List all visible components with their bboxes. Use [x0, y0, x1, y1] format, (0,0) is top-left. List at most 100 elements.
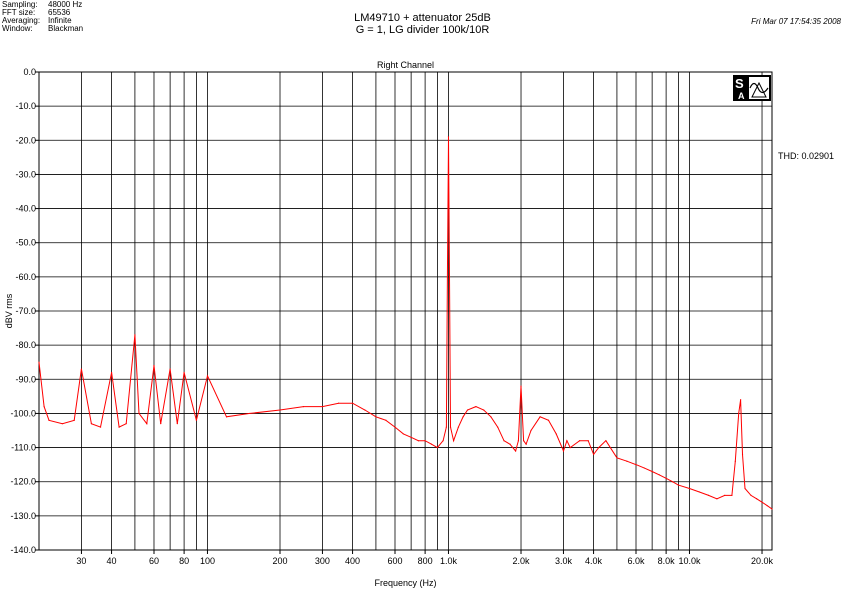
spectrum-point [598, 446, 600, 449]
spectrum-point [738, 412, 740, 415]
spectrum-point [555, 433, 557, 435]
y-tick-label: -130.0 [10, 511, 36, 521]
sa-logo-icon: S A [733, 75, 771, 101]
spectrum-point [195, 419, 198, 421]
x-tick-label: 400 [345, 556, 360, 566]
spectrum-point [206, 375, 209, 377]
spectrum-point [153, 365, 155, 367]
spectrum-point [402, 433, 404, 435]
y-tick-label: -40.0 [15, 204, 36, 214]
spectrum-point [99, 426, 102, 428]
y-tick-label: -100.0 [10, 408, 36, 418]
spectrum-point [449, 426, 452, 428]
spectrum-point [592, 453, 595, 455]
spectrum-point [43, 406, 45, 408]
spectrum-point [475, 406, 477, 408]
spectrum-point [424, 440, 426, 442]
spectrum-point [183, 371, 185, 374]
y-tick-label: 0.0 [23, 67, 36, 77]
spectrum-point [671, 481, 674, 483]
spectrum-point [724, 494, 726, 496]
spectrum-point [169, 368, 171, 370]
spectrum-point [442, 440, 444, 442]
spectrum-point [509, 443, 511, 445]
y-tick-label: -20.0 [15, 135, 36, 145]
spectrum-point [73, 419, 75, 421]
spectrum-point [503, 440, 505, 442]
spectrum-point [176, 423, 178, 425]
spectrum-point [517, 440, 519, 442]
spectrum-point [688, 487, 691, 490]
spectrum-point [547, 419, 550, 421]
meta-label: Averaging: [2, 16, 41, 25]
spectrum-point [134, 334, 136, 336]
meta-value: 48000 Hz [48, 0, 83, 9]
y-tick-label: -120.0 [10, 477, 36, 487]
x-tick-label: 3.0k [555, 556, 573, 566]
spectrum-point [665, 477, 667, 479]
x-tick-label: 20.0k [751, 556, 774, 566]
timestamp: Fri Mar 07 17:54:35 2008 [751, 17, 841, 26]
spectrum-point [445, 426, 447, 428]
spectrum-point [452, 440, 455, 442]
spectrum-point [483, 409, 485, 411]
spectrum-point [716, 498, 718, 500]
spectrum-point [530, 429, 532, 432]
meta-row-sampling: Sampling: 48000 Hz [2, 1, 83, 9]
y-tick-label: -60.0 [15, 272, 36, 282]
spectrum-point [643, 467, 645, 469]
spectrum-point [605, 440, 607, 442]
measurement-settings: Sampling: 48000 Hz FFT size: 65536 Averagi… [2, 1, 83, 33]
svg-text:S: S [735, 76, 744, 91]
spectrum-point [394, 426, 396, 428]
spectrum-point [490, 416, 492, 418]
y-tick-label: -80.0 [15, 340, 36, 350]
meta-label: Window: [2, 24, 33, 33]
spectrum-point [80, 368, 83, 370]
x-tick-label: 600 [387, 556, 402, 566]
thd-readout: THD: 0.02901 [778, 151, 835, 161]
spectrum-point [520, 385, 522, 387]
meta-value: Infinite [48, 16, 72, 25]
x-tick-label: 30 [76, 556, 86, 566]
spectrum-point [138, 412, 140, 415]
spectrum-point [279, 409, 281, 411]
spectrum-point [225, 416, 228, 418]
spectrum-point [771, 508, 773, 510]
spectrum-point [48, 419, 50, 421]
spectrum-point [457, 426, 460, 428]
x-axis-label: Frequency (Hz) [374, 578, 436, 588]
spectrum-point [364, 409, 366, 411]
y-tick-label: -10.0 [15, 101, 36, 111]
x-tick-label: 80 [179, 556, 189, 566]
spectrum-point [321, 406, 324, 408]
spectrum-point [731, 494, 733, 496]
spectrum-point [430, 443, 433, 445]
x-tick-label: 300 [315, 556, 330, 566]
spectrum-point [351, 402, 354, 404]
chart-title-line-1: LM49710 + attenuator 25dB [354, 12, 491, 24]
y-tick-label: -140.0 [10, 545, 36, 555]
chart-title-line-2: G = 1, LG divider 100k/10R [355, 24, 490, 36]
meta-row-fft-size: FFT size: 65536 [2, 9, 83, 17]
spectrum-point [658, 474, 660, 476]
spectrum-point [410, 436, 412, 438]
meta-value: 65536 [48, 8, 71, 17]
x-tick-label: 800 [418, 556, 433, 566]
spectrum-point [677, 484, 680, 486]
spectrum-point [766, 505, 768, 507]
spectrum-point [515, 450, 517, 452]
x-tick-label: 200 [272, 556, 287, 566]
y-tick-label: -30.0 [15, 169, 36, 179]
meta-label: Sampling: [2, 0, 38, 9]
spectrum-point [417, 440, 419, 442]
spectrum-point [385, 419, 387, 421]
spectrum-point [302, 406, 304, 408]
y-axis-label: dBV rms [4, 293, 14, 328]
spectrum-point [90, 423, 93, 425]
spectrum-point [587, 440, 589, 442]
spectrum-point [569, 446, 571, 449]
meta-row-averaging: Averaging: Infinite [2, 17, 83, 25]
spectrum-point [462, 416, 464, 418]
